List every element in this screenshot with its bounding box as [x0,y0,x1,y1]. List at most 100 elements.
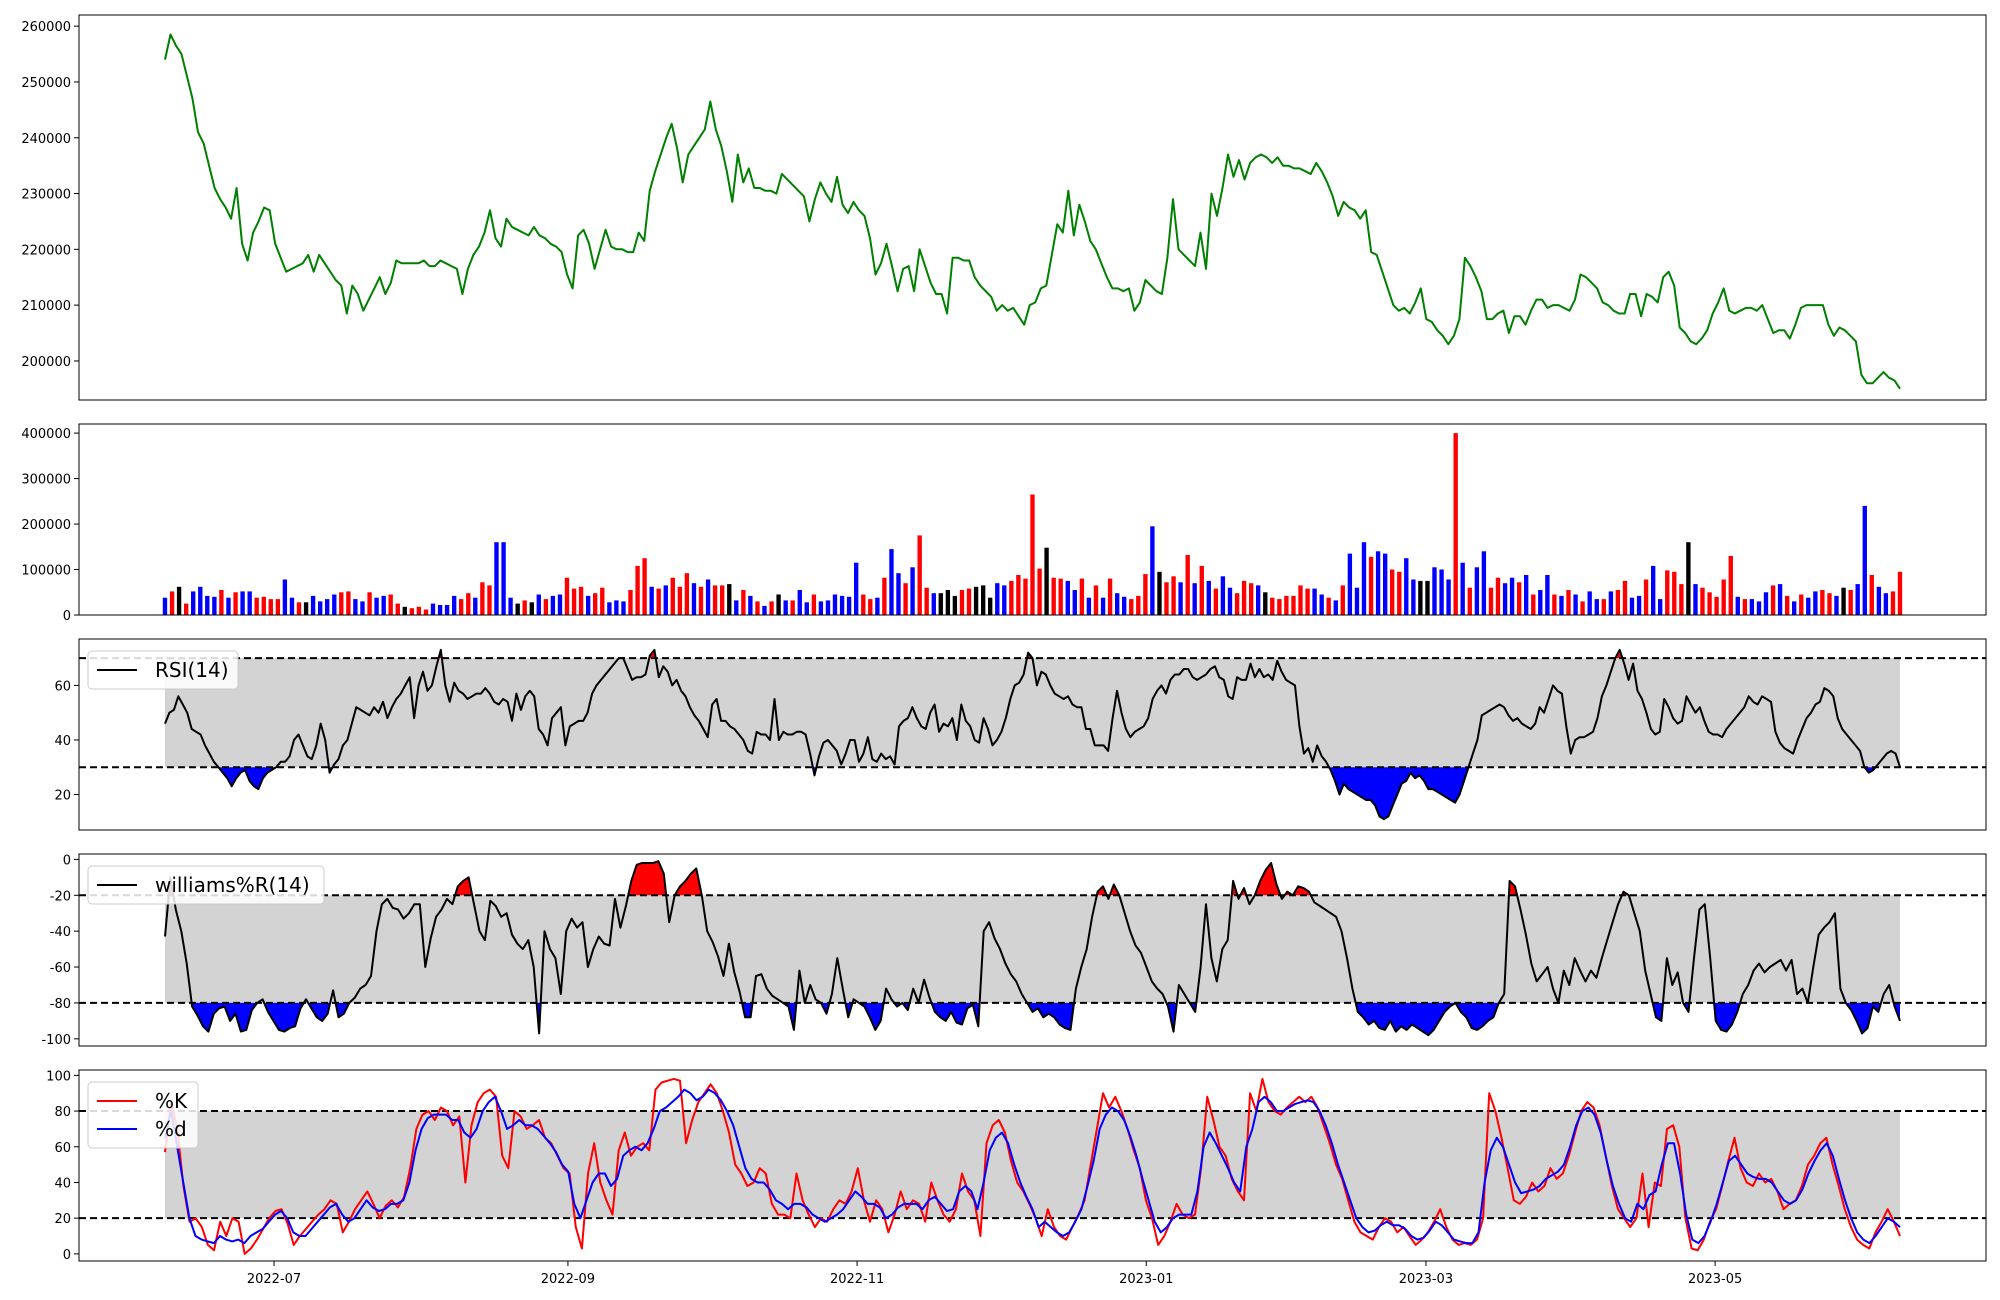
volume-bar [1876,586,1882,615]
volume-bar [1615,590,1621,615]
volume-bar [1107,578,1113,615]
volume-bar [945,590,951,615]
volume-bar [219,590,224,615]
volume-bar [466,593,471,615]
volume-bar [176,586,182,615]
overbought-fill [1508,880,1518,896]
volume-bar [191,591,196,615]
volume-bar [1199,565,1204,615]
overbought-fill [628,861,667,896]
volume-bar [804,602,809,615]
y-tick-label: 80 [54,1105,71,1120]
legend-box [87,650,239,690]
volume-bar [430,603,436,615]
volume-bar [240,591,245,615]
axes-frame [78,1069,1987,1262]
x-tick-label: 2023-03 [1399,1272,1453,1287]
legend: williams%R(14) [87,865,325,905]
volume-bar [600,587,605,615]
volume-bar [452,595,457,615]
volume-bar [459,599,464,615]
volume-bar [1728,555,1733,615]
y-tick-label: 100000 [21,564,71,579]
y-tick-label: -100 [41,1033,71,1048]
volume-bar [1425,580,1430,615]
volume-bar [261,596,266,615]
volume-bar [550,595,556,615]
volume-panel: 0 100000 200000 300000 400000 [21,423,1987,624]
legend-label: %d [155,1117,187,1141]
volume-bar [1058,578,1063,615]
volume-bar [1100,597,1106,615]
volume-bar [487,585,492,615]
volume-bar [198,586,203,615]
volume-bar [1636,595,1642,615]
volume-bar [473,597,478,615]
volume-bar [571,588,577,615]
volume-bar [755,601,760,615]
y-tick-label: 260000 [21,20,71,35]
volume-bar [303,602,309,615]
volume-bar [1481,551,1487,615]
volume-bar [981,585,986,615]
volume-bar [1122,596,1127,615]
x-tick-label: 2022-11 [830,1272,884,1287]
volume-bar [1213,588,1219,615]
y-tick-label: 200000 [21,518,71,533]
volume-bar [1658,599,1663,615]
rsi-panel: 20 40 60 RSI(14) [54,638,1987,831]
volume-bar [1249,583,1254,615]
volume-bar [1517,582,1522,615]
volume-bar [854,562,859,615]
volume-bar [346,591,351,615]
x-tick-label: 2022-09 [541,1272,595,1287]
oversold-fill [335,1002,350,1018]
volume-bar [1284,595,1289,615]
volume-bar [1361,542,1367,615]
y-tick-label: 400000 [21,427,71,442]
volume-bar [649,586,654,615]
y-tick-label: -40 [50,925,71,940]
volume-bar [1573,594,1578,615]
volume-bar [712,585,718,615]
volume-bar [1785,595,1790,615]
volume-bar [1256,585,1261,615]
neutral-zone-band [165,658,1900,768]
volume-bar [1086,597,1092,615]
volume-bar [1749,599,1755,615]
volume-bar [1291,595,1296,615]
y-tick-label: 210000 [21,299,71,314]
volume-bar [889,549,894,615]
volume-bar [663,585,668,615]
volume-bar [1093,585,1099,615]
volume-bar [1777,584,1783,615]
volume-bar [1051,577,1056,615]
volume-bar [1206,580,1211,615]
volume-bar [1841,587,1846,615]
oversold-fill [191,1002,258,1032]
y-tick-label: -80 [50,997,71,1012]
volume-bar [1855,584,1860,615]
volume-bar [1439,569,1444,615]
volume-bar [924,587,929,615]
volume-bar [1157,571,1162,615]
volume-bar [910,567,915,616]
volume-bar [861,594,866,615]
y-tick-label: 40 [54,734,71,749]
y-tick-label: -20 [50,889,71,904]
overbought-fill [1254,863,1281,896]
y-tick-label: 0 [63,609,71,624]
volume-bar [1763,592,1769,615]
volume-bar [762,605,767,615]
volume-bar [536,594,541,615]
volume-bar [670,577,675,615]
volume-bar [1305,588,1310,615]
volume-bar [212,596,217,615]
date-axis: 2022-07 2022-09 2022-11 2023-01 2023-03 2023-… [247,1261,1742,1287]
volume-bar [1848,590,1853,615]
volume-bar [1270,597,1275,615]
volume-bar [846,596,852,615]
volume-bar [903,583,908,615]
oversold-fill [1652,1002,1663,1021]
